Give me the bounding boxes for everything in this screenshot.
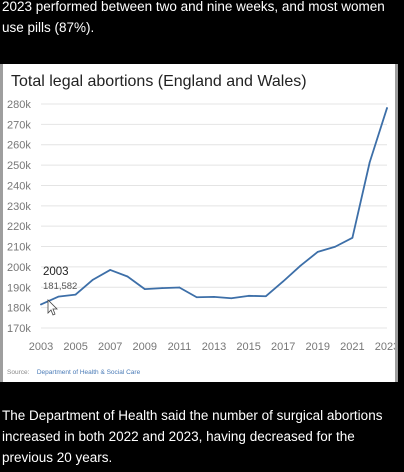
data-point-2007 — [109, 269, 111, 271]
chart-card: Total legal abortions (England and Wales… — [0, 64, 398, 382]
source-label: Source: — [7, 369, 30, 376]
data-point-2015 — [247, 295, 250, 297]
data-point-2013 — [213, 296, 215, 298]
data-point-2022 — [368, 161, 371, 164]
data-point-2004 — [57, 295, 60, 298]
data-point-2009 — [144, 288, 146, 290]
data-point-2014 — [230, 297, 233, 300]
data-point-2008 — [126, 275, 129, 278]
x-tick-label-2007: 2007 — [98, 341, 122, 353]
source-attribution: Source: Department of Health & Social Ca… — [7, 361, 141, 378]
y-tick-label-180k: 180k — [7, 303, 31, 315]
y-tick-label-270k: 270k — [7, 119, 31, 131]
grid-lines — [41, 103, 387, 329]
line-chart: Total legal abortions (England and Wales… — [7, 73, 395, 378]
x-tick-label-2019: 2019 — [306, 341, 330, 353]
series-layer — [40, 107, 388, 306]
x-tick-label-2021: 2021 — [340, 341, 364, 353]
annotation-value-label: 181,582 — [43, 281, 77, 292]
annotation-2003: 2003 181,582 — [43, 266, 77, 292]
y-tick-label-170k: 170k — [7, 323, 31, 335]
article-paragraph-bottom: The Department of Health said the number… — [2, 408, 383, 465]
x-tick-label-2013: 2013 — [202, 341, 226, 353]
data-point-2017 — [282, 280, 285, 283]
x-tick-label-2011: 2011 — [168, 341, 192, 353]
data-point-2005 — [74, 293, 77, 296]
y-tick-label-260k: 260k — [7, 140, 31, 152]
x-tick-label-2005: 2005 — [63, 341, 87, 353]
y-tick-label-240k: 240k — [7, 180, 31, 192]
x-tick-label-2023: 2023 — [375, 341, 395, 353]
data-point-2003 — [40, 303, 42, 306]
data-point-2021 — [351, 236, 354, 239]
y-tick-label-220k: 220k — [7, 221, 31, 233]
data-point-2006 — [92, 278, 94, 281]
data-point-2019 — [317, 251, 319, 253]
y-tick-label-210k: 210k — [7, 242, 31, 254]
x-tick-label-2003: 2003 — [29, 341, 53, 353]
x-tick-label-2017: 2017 — [271, 341, 295, 353]
x-tick-label-2015: 2015 — [236, 341, 260, 353]
y-tick-label-200k: 200k — [7, 262, 31, 274]
x-axis-ticks: 2003 2005 2007 2009 2011 2013 2015 2017 2019 2021… — [29, 341, 395, 353]
data-point-2023 — [386, 107, 388, 109]
data-point-2020 — [334, 245, 336, 248]
annotation-year-label: 2003 — [43, 266, 69, 278]
y-tick-label-190k: 190k — [7, 282, 31, 294]
data-point-2016 — [265, 295, 267, 298]
x-tick-label-2009: 2009 — [133, 341, 157, 353]
article-paragraph-top: 2023 performed between two and nine week… — [2, 0, 385, 35]
source-link[interactable]: Department of Health & Social Care — [37, 369, 141, 376]
data-point-2018 — [299, 264, 302, 267]
chart-title: Total legal abortions (England and Wales… — [11, 73, 307, 90]
y-tick-label-250k: 250k — [7, 160, 31, 172]
data-point-2012 — [195, 296, 198, 299]
y-tick-label-230k: 230k — [7, 201, 31, 213]
cursor-icon — [47, 299, 58, 316]
data-point-2011 — [178, 286, 181, 289]
y-tick-label-280k: 280k — [7, 99, 31, 111]
data-point-2010 — [161, 287, 163, 289]
y-axis-ticks: 280k 270k 260k 250k 240k 230k 220k 210k 200k 190k… — [7, 99, 31, 335]
